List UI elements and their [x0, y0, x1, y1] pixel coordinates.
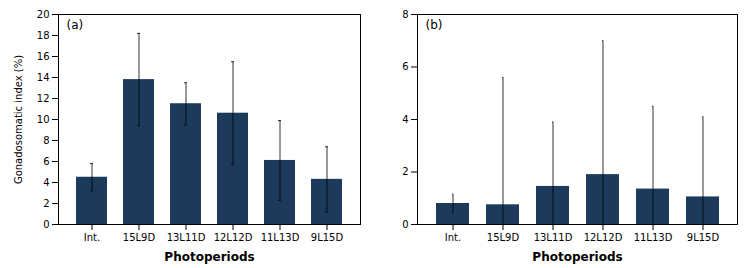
svg-text:9L15D: 9L15D: [687, 232, 720, 243]
svg-text:6: 6: [402, 61, 408, 72]
svg-text:2: 2: [43, 198, 49, 209]
svg-text:20: 20: [37, 9, 50, 20]
svg-text:(b): (b): [426, 18, 443, 32]
svg-text:4: 4: [402, 114, 408, 125]
svg-text:12: 12: [37, 93, 50, 104]
svg-text:2: 2: [402, 166, 408, 177]
svg-text:0: 0: [402, 219, 408, 230]
svg-text:Gonadosomatic index (%): Gonadosomatic index (%): [13, 55, 24, 184]
svg-text:15L9D: 15L9D: [487, 232, 520, 243]
svg-text:8: 8: [43, 135, 49, 146]
svg-text:Photoperiods: Photoperiods: [532, 250, 622, 264]
svg-text:6: 6: [43, 156, 49, 167]
svg-text:13L11D: 13L11D: [167, 232, 206, 243]
svg-text:12L12D: 12L12D: [584, 232, 623, 243]
svg-text:13L11D: 13L11D: [534, 232, 573, 243]
svg-text:10: 10: [37, 114, 50, 125]
svg-text:12L12D: 12L12D: [214, 232, 253, 243]
svg-text:Photoperiods: Photoperiods: [164, 250, 254, 264]
svg-text:15L9D: 15L9D: [123, 232, 156, 243]
svg-text:18: 18: [37, 30, 50, 41]
svg-text:8: 8: [402, 9, 408, 20]
svg-text:0: 0: [43, 219, 49, 230]
svg-text:16: 16: [37, 51, 50, 62]
svg-text:11L13D: 11L13D: [634, 232, 673, 243]
svg-text:11L13D: 11L13D: [261, 232, 300, 243]
svg-text:9L15D: 9L15D: [311, 232, 344, 243]
svg-text:4: 4: [43, 177, 49, 188]
svg-text:Int.: Int.: [445, 232, 461, 243]
svg-text:14: 14: [37, 72, 50, 83]
svg-text:(a): (a): [67, 18, 84, 32]
svg-text:Int.: Int.: [84, 232, 100, 243]
